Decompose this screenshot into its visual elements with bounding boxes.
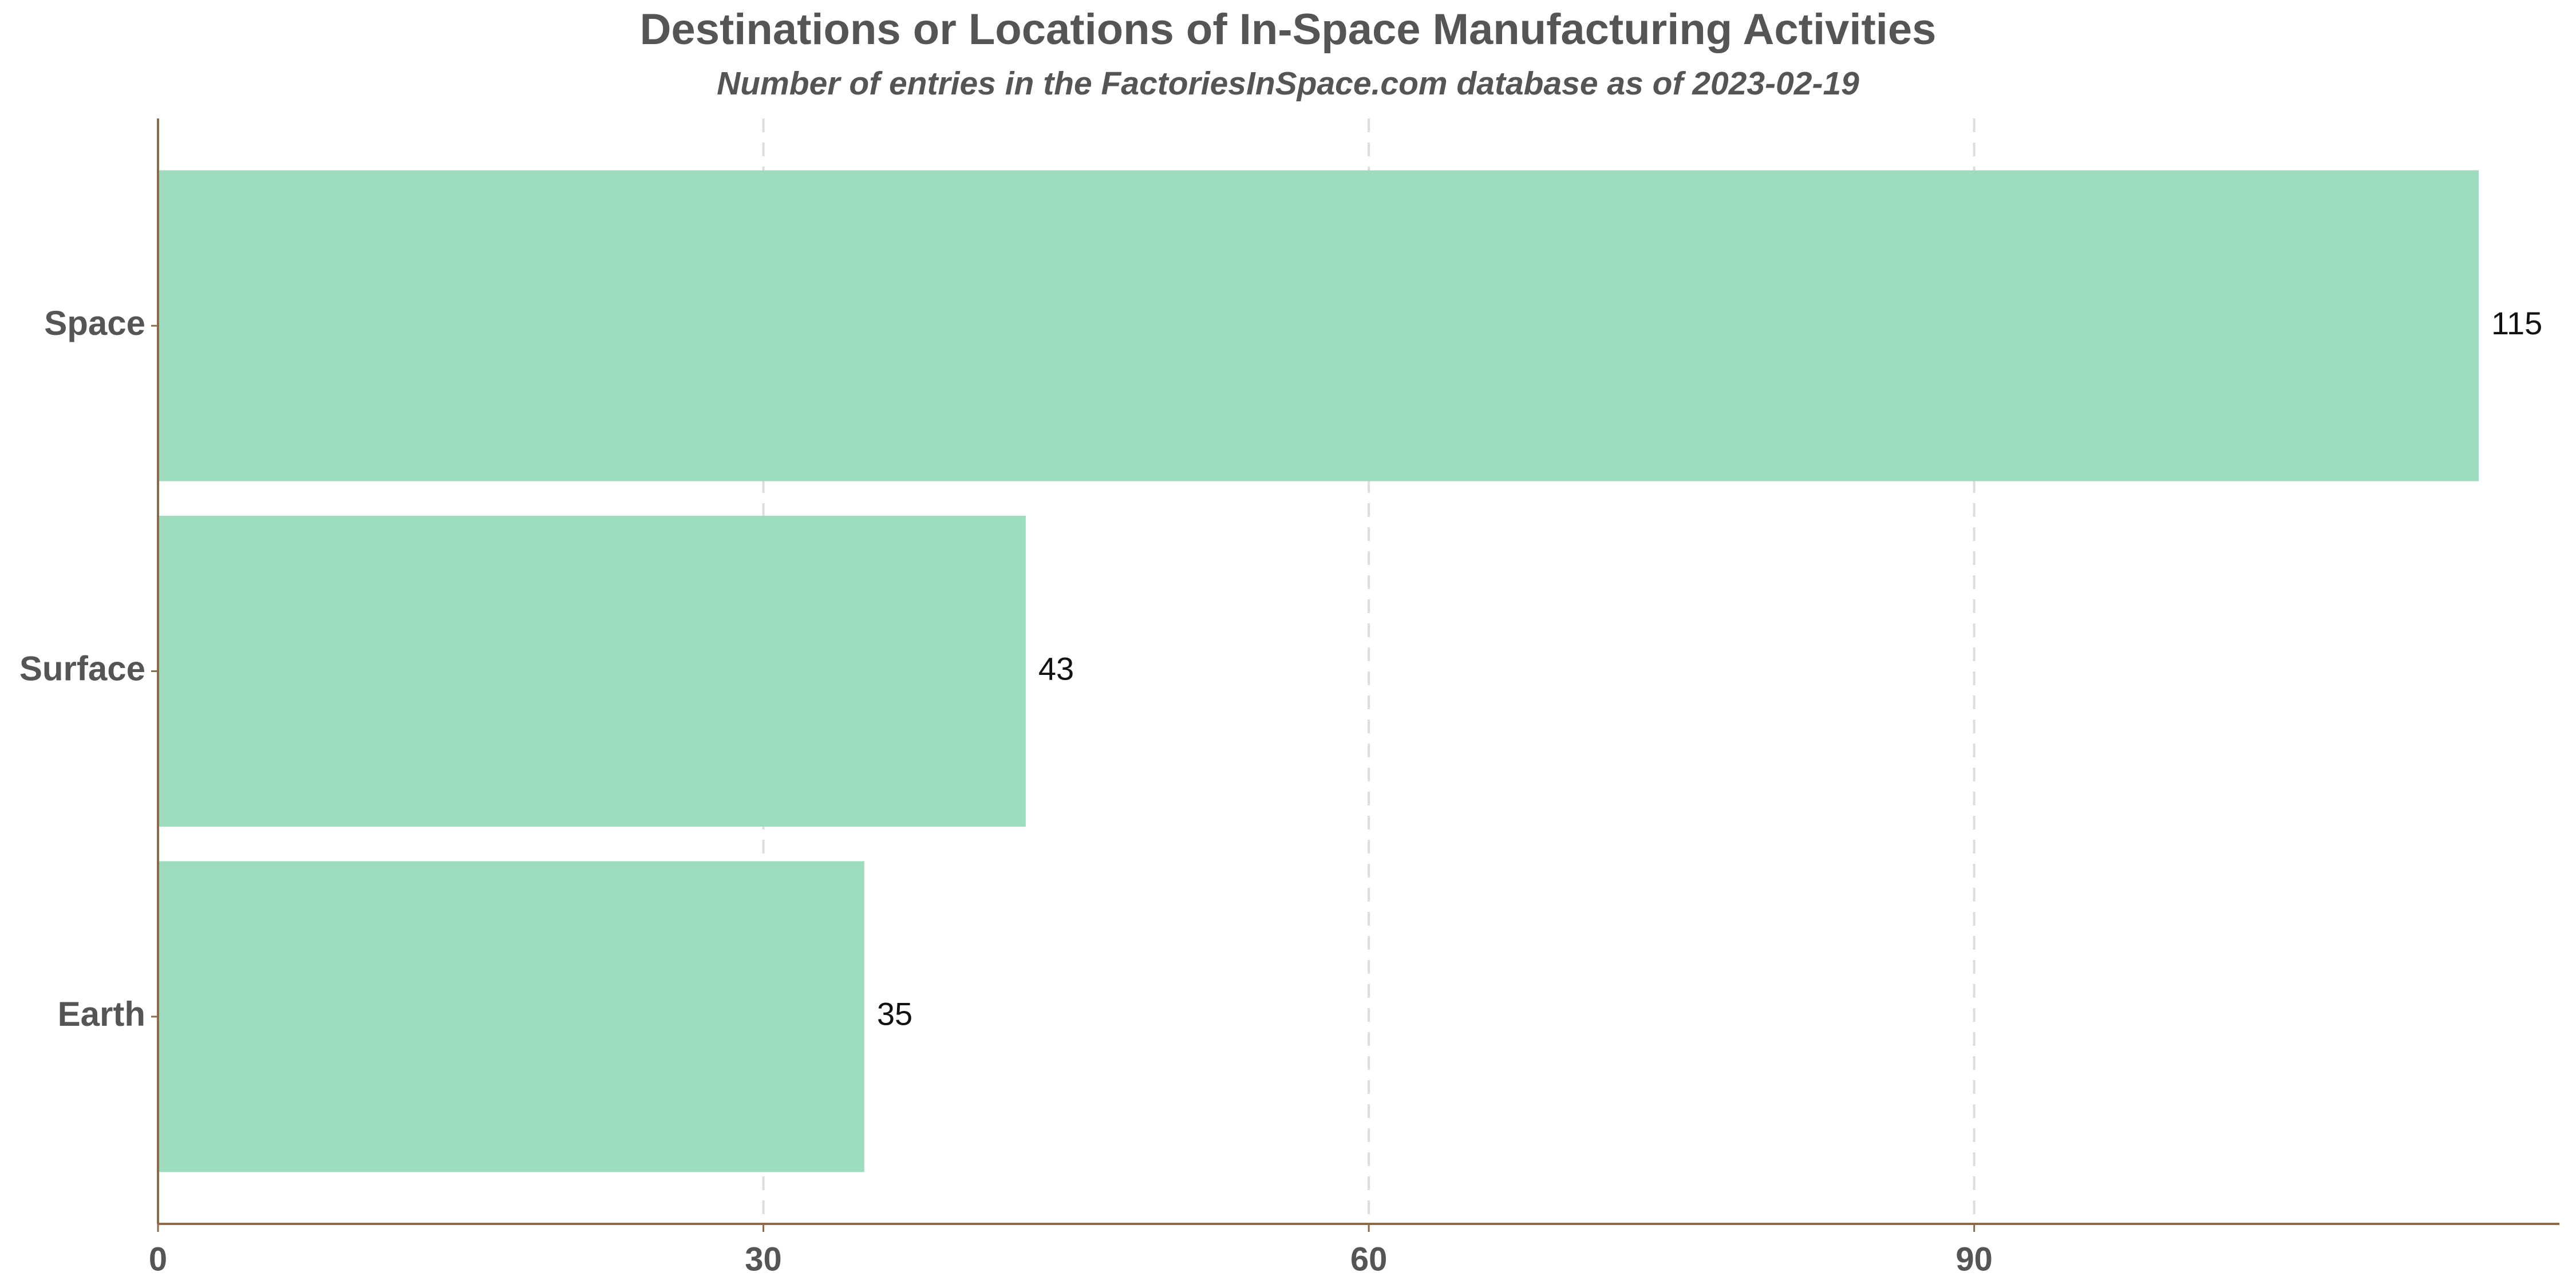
x-tick-label: 90 <box>1955 1240 1993 1278</box>
y-tick-label: Space <box>44 304 145 342</box>
x-tick-label: 30 <box>745 1240 782 1278</box>
value-label: 35 <box>877 996 912 1032</box>
bar <box>158 170 2479 481</box>
bar <box>158 861 864 1172</box>
chart-subtitle: Number of entries in the FactoriesInSpac… <box>717 65 1859 102</box>
value-label: 115 <box>2491 305 2542 341</box>
x-tick-label: 60 <box>1350 1240 1388 1278</box>
value-label: 43 <box>1038 650 1074 686</box>
bar <box>158 515 1026 827</box>
y-tick-label: Surface <box>19 649 145 688</box>
chart-title: Destinations or Locations of In-Space Ma… <box>640 5 1937 54</box>
y-tick-label: Earth <box>58 995 145 1033</box>
x-tick-label: 0 <box>149 1240 167 1278</box>
